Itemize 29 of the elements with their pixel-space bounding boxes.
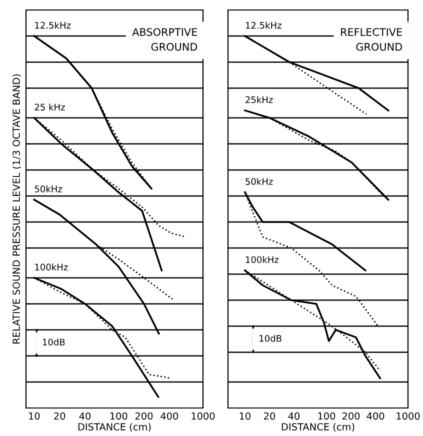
x-tick-label: 10: [29, 412, 40, 420]
annotation: REFLECTIVE GROUND: [341, 28, 402, 51]
x-axis-title: DISTANCE (cm): [78, 422, 151, 432]
x-tick-label: 200: [135, 412, 153, 420]
x-tick-label: 1000: [396, 412, 420, 420]
y-axis-title: RELATIVE SOUND PRESSURE LEVEL (1/3 OCTAVE BAND): [12, 74, 22, 344]
x-tick-label: 20: [54, 412, 66, 420]
x-tick-label: 1000: [192, 412, 215, 420]
series-label: 25 kHz: [34, 104, 65, 111]
series-label: 100kHz: [246, 256, 279, 264]
x-tick-label: 40: [288, 412, 300, 420]
x-tick-label: 100: [110, 412, 128, 420]
series-label: 12.5kHz: [246, 22, 282, 29]
series-label: 25kHz: [246, 96, 273, 104]
series-label: 12.5kHz: [35, 22, 71, 29]
series-label: 50kHz: [34, 185, 62, 192]
x-axis-title: DISTANCE (cm): [282, 422, 354, 432]
annotation: ABSORPTIVE GROUND: [132, 28, 198, 51]
annotation: 10dB: [42, 338, 65, 346]
series-label: 50kHz: [246, 178, 273, 185]
x-tick-label: 400: [160, 412, 178, 420]
x-tick-label: 200: [342, 412, 360, 420]
x-tick-label: 100: [318, 412, 336, 420]
series-label: 100kHz: [35, 263, 68, 270]
annotation: 10dB: [260, 334, 282, 342]
x-tick-label: 10: [240, 412, 250, 420]
x-tick-label: 400: [366, 412, 384, 420]
x-tick-label: 40: [79, 412, 91, 420]
x-tick-label: 20: [264, 412, 276, 420]
